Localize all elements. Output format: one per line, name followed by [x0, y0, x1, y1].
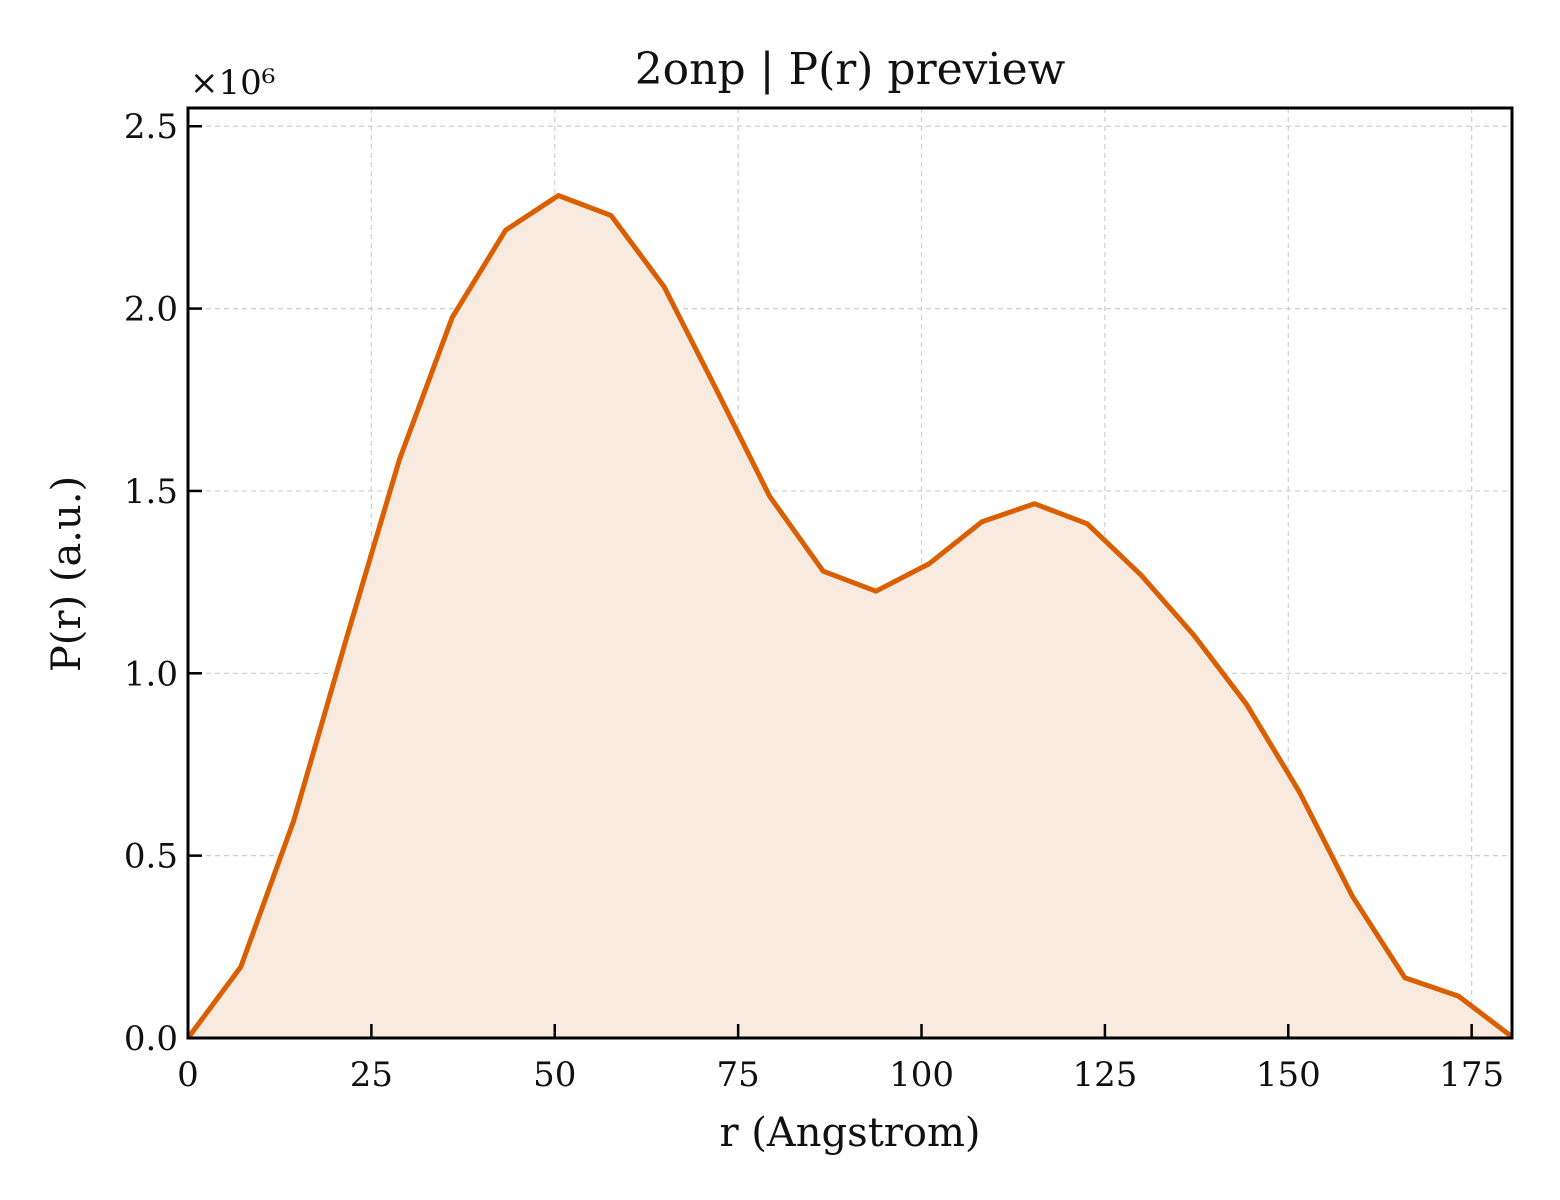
x-tick-label: 75 — [717, 1055, 760, 1095]
y-tick-label: 2.5 — [124, 107, 178, 147]
y-axis-label: P(r) (a.u.) — [44, 476, 90, 672]
x-tick-label: 50 — [533, 1055, 576, 1095]
x-tick-label: 25 — [350, 1055, 393, 1095]
y-axis-offset-text: ×10⁶ — [190, 63, 275, 103]
y-tick-label: 1.5 — [124, 472, 178, 512]
area-fill — [188, 195, 1512, 1038]
x-tick-label: 175 — [1439, 1055, 1504, 1095]
plot-frame — [186, 106, 1514, 1040]
x-tick-label: 125 — [1072, 1055, 1137, 1095]
x-tick-label: 0 — [177, 1055, 199, 1095]
y-tick-label: 0.5 — [124, 837, 178, 877]
y-tick-label: 0.0 — [124, 1019, 178, 1059]
x-axis-label: r (Angstrom) — [719, 1110, 980, 1156]
y-tick-label: 2.0 — [124, 290, 178, 330]
y-tick-label: 1.0 — [124, 654, 178, 694]
x-tick-label: 100 — [889, 1055, 954, 1095]
chart-title: 2onp | P(r) preview — [635, 44, 1066, 95]
series-line — [185, 193, 1513, 1040]
x-tick-label: 150 — [1256, 1055, 1321, 1095]
tick-layer: 0 25 50 75 100 125 150 175 0.0 0.5 1.0 1.5 2.0 2.5 — [124, 107, 1512, 1095]
